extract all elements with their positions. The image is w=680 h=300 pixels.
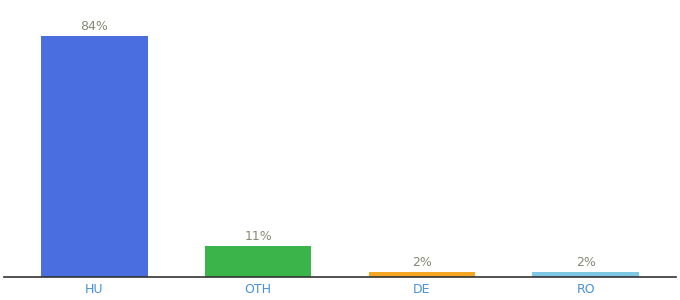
Bar <box>532 272 639 277</box>
Text: 84%: 84% <box>80 20 108 33</box>
Text: 2%: 2% <box>576 256 596 269</box>
Text: 2%: 2% <box>412 256 432 269</box>
Bar <box>369 272 475 277</box>
Bar <box>205 246 311 277</box>
Bar <box>41 36 148 277</box>
Text: 11%: 11% <box>244 230 272 243</box>
